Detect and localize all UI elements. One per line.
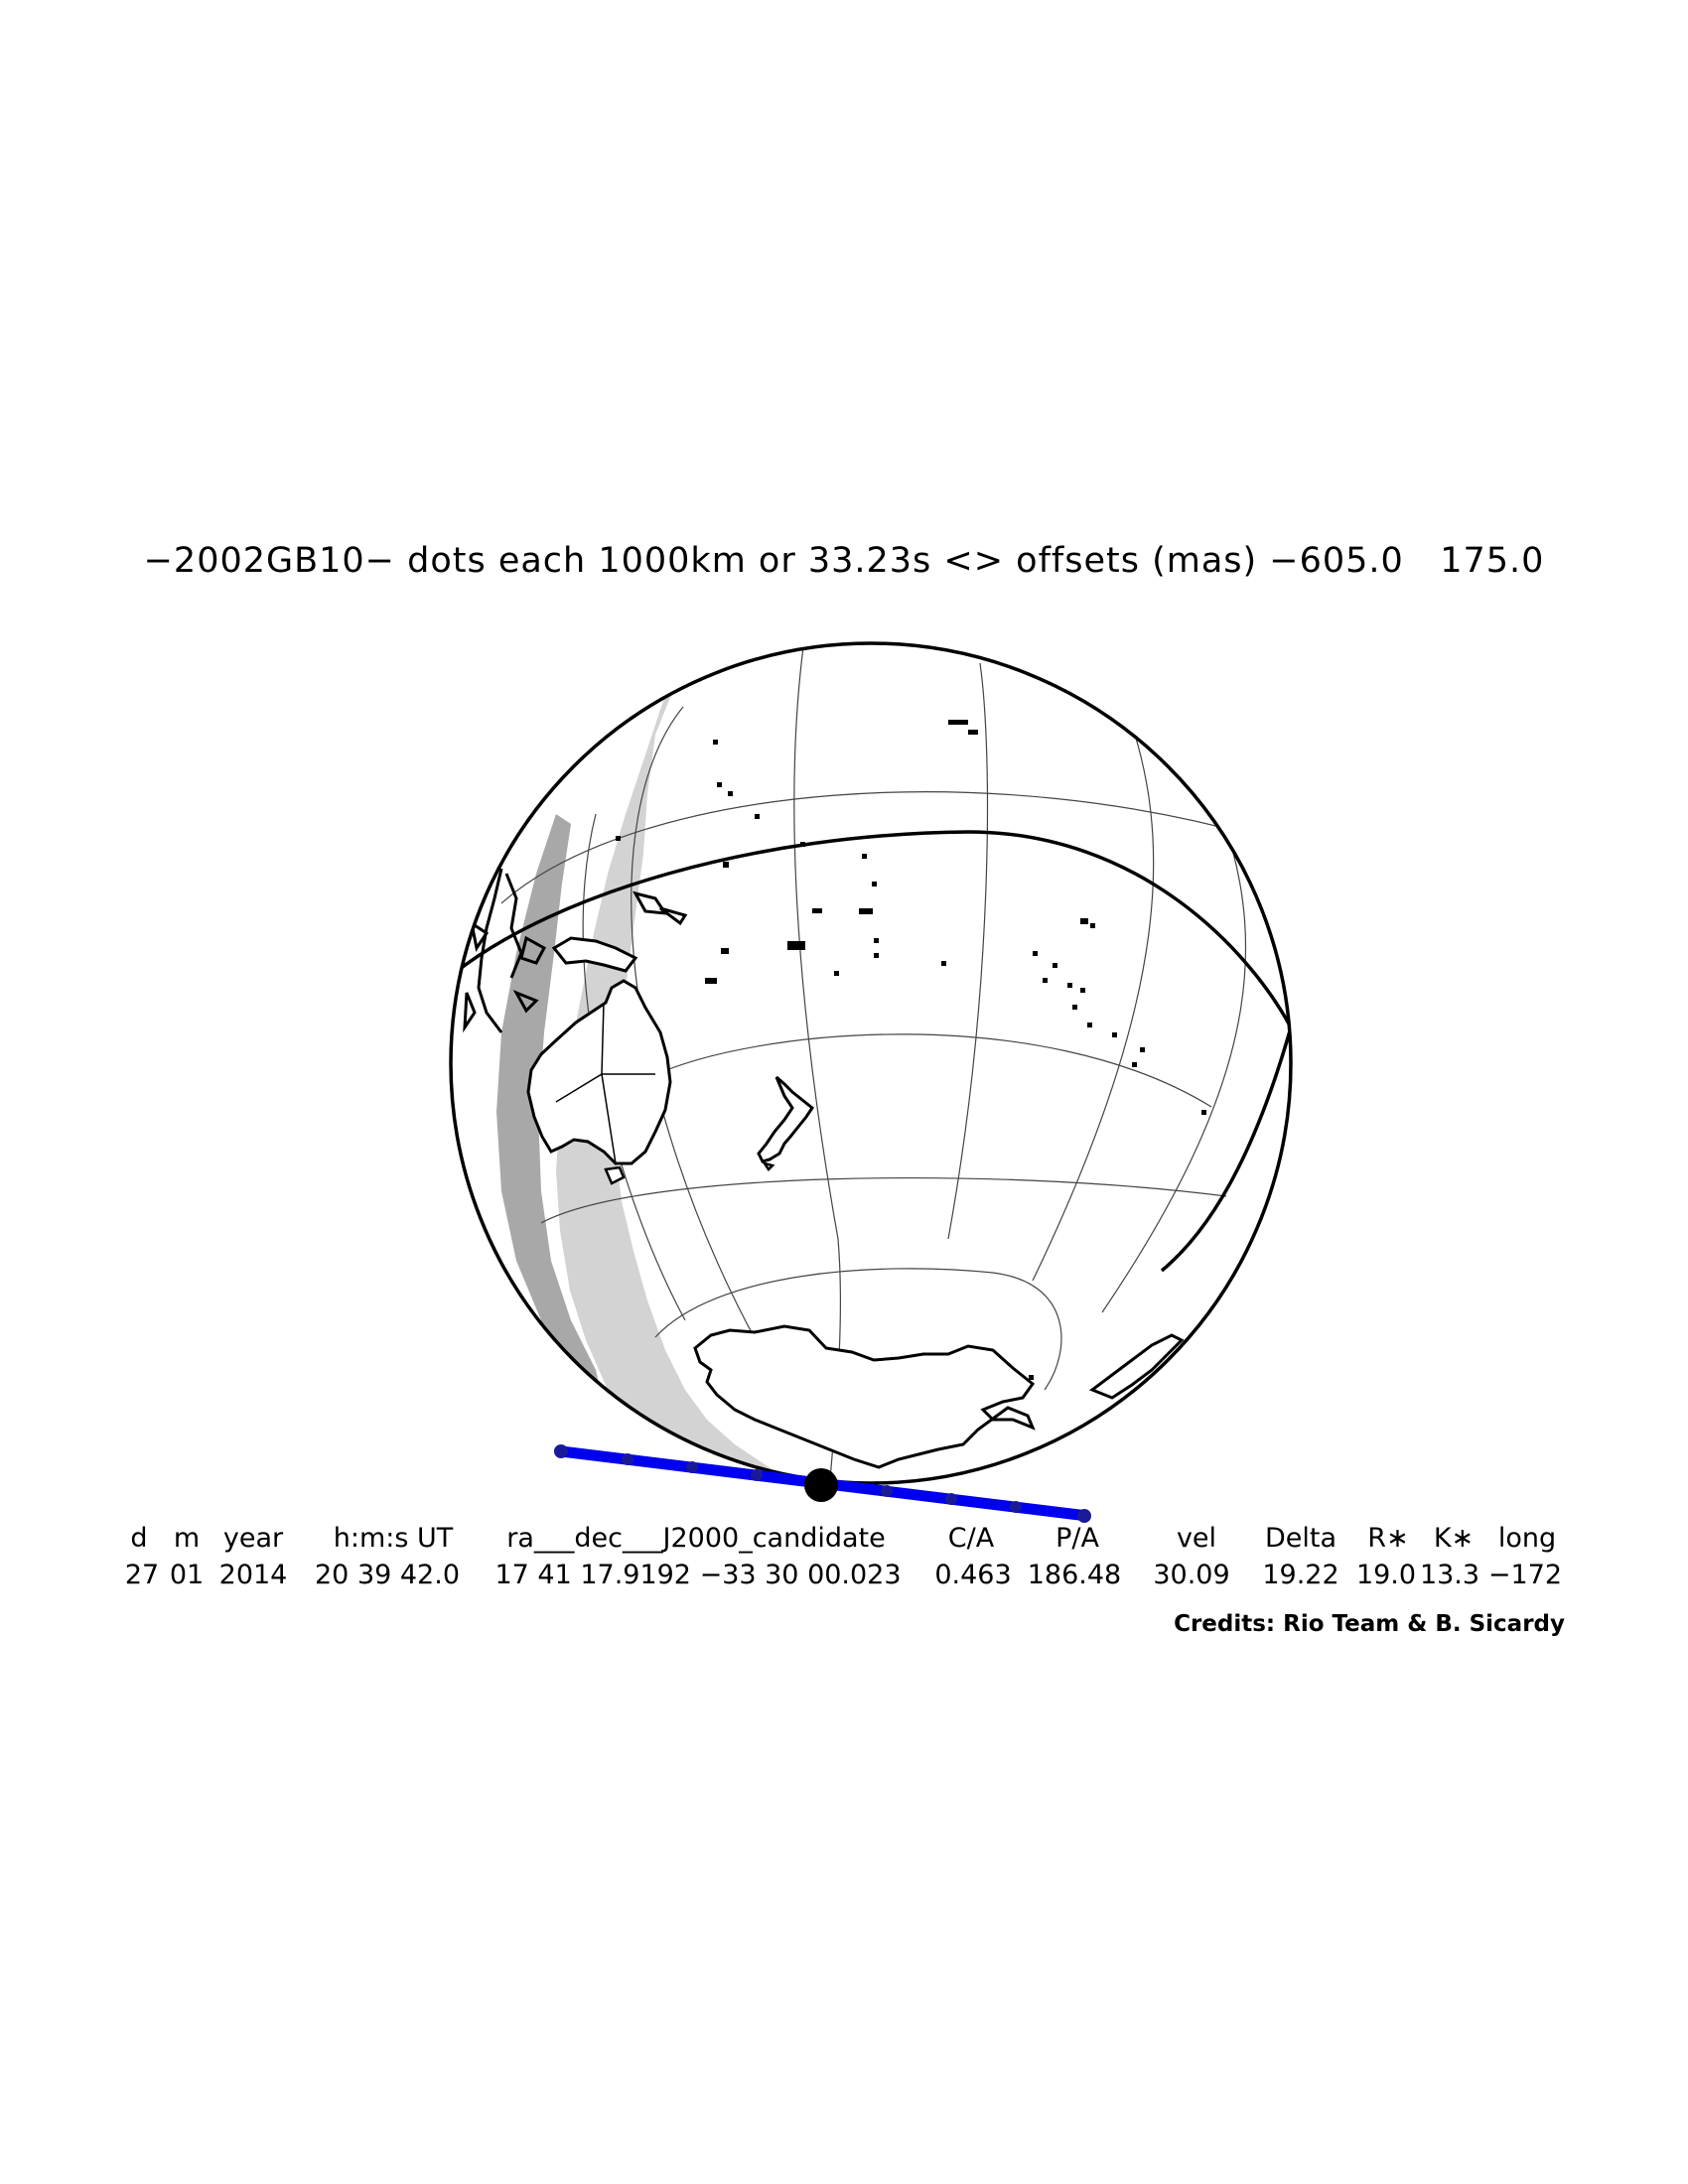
col-header-radec: ra___dec___J2000_candidate <box>506 1523 886 1554</box>
value-delta: 19.22 <box>1262 1560 1339 1590</box>
tasmania-coast <box>604 1165 626 1185</box>
value-day: 27 <box>124 1560 160 1590</box>
col-header-long: long <box>1497 1523 1557 1554</box>
value-pa: 186.48 <box>1027 1560 1122 1590</box>
australia-coast <box>526 979 672 1165</box>
value-kstar: 13.3 <box>1419 1560 1480 1590</box>
col-header-delta: Delta <box>1264 1523 1337 1554</box>
value-ca: 0.463 <box>934 1560 1012 1590</box>
night-shade <box>556 645 814 1483</box>
value-rstar: 19.0 <box>1355 1560 1417 1590</box>
table-header-row: d m year h:m:s UT ra___dec___J2000_candi… <box>0 1523 1688 1563</box>
antarctica-coast <box>693 1324 1036 1469</box>
value-year: 2014 <box>218 1560 288 1590</box>
col-header-vel: vel <box>1176 1523 1217 1554</box>
central-instant-marker <box>804 1468 838 1502</box>
path-dots <box>554 1444 1091 1523</box>
southeast-asia-coast <box>463 868 688 1033</box>
pacific-islands <box>616 720 1206 1380</box>
equator-line <box>453 830 1291 1028</box>
value-long: −172 <box>1487 1560 1563 1590</box>
col-header-kstar: K∗ <box>1433 1523 1475 1554</box>
twilight-shade <box>496 814 606 1410</box>
col-header-month: m <box>173 1523 201 1554</box>
col-header-year: year <box>222 1523 284 1554</box>
col-header-day: d <box>130 1523 148 1554</box>
table-value-row: 27 01 2014 20 39 42.0 17 41 17.9192 −33 … <box>0 1560 1688 1599</box>
value-radec: 17 41 17.9192 −33 30 00.023 <box>494 1560 902 1590</box>
col-header-pa: P/A <box>1055 1523 1099 1554</box>
col-header-ca: C/A <box>947 1523 995 1554</box>
col-header-time: h:m:s UT <box>333 1523 454 1554</box>
new-zealand-coast <box>757 1075 815 1163</box>
globe-outline <box>449 641 1293 1485</box>
value-vel: 30.09 <box>1153 1560 1230 1590</box>
value-time: 20 39 42.0 <box>315 1560 460 1590</box>
new-guinea-coast <box>551 936 638 973</box>
graticule <box>500 646 1282 1480</box>
globe-disk <box>451 643 1291 1483</box>
col-header-rstar: R∗ <box>1367 1523 1409 1554</box>
value-month: 01 <box>169 1560 205 1590</box>
south-america-coast <box>1088 1333 1185 1400</box>
map-title: −2002GB10− dots each 1000km or 33.23s <>… <box>143 541 1545 581</box>
credits-text: Credits: Rio Team & B. Sicardy <box>1174 1611 1565 1637</box>
